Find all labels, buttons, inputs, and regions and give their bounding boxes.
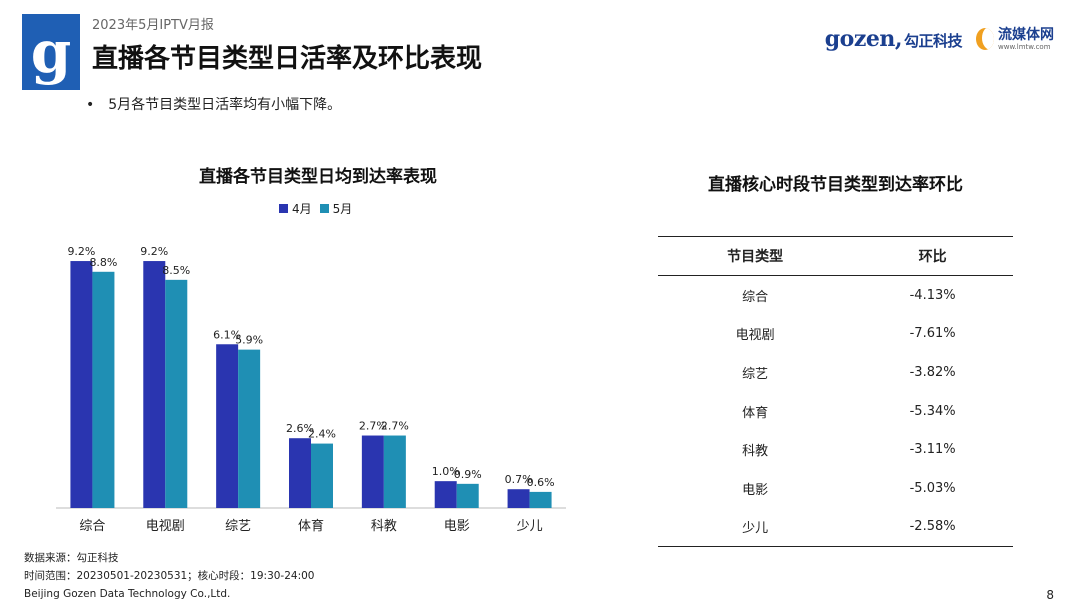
table-header-type: 节目类型 [658,236,853,276]
table-cell-change: -2.58% [852,507,1013,548]
lmtw-logo-url: www.lmtw.com [998,42,1051,51]
table-cell-type: 科教 [742,444,769,460]
data-label-may-1: 8.5% [162,264,190,277]
table-cell-type: 少儿 [658,507,853,548]
x-tick-label-5: 电影 [444,519,470,534]
bar-may-2 [238,349,261,508]
bar-april-1 [143,261,166,508]
comparison-table: 节目类型 环比 综合 -4.13% 电视剧 -7.61% 综艺 -3.82% 体育 -5… [658,236,1013,548]
bar-chart: 9.2%8.8%综合9.2%8.5%电视剧6.1%5.9%综艺2.6%2.4%体… [56,245,566,534]
bar-may-6 [529,491,552,508]
table-row: 体育 -5.34% [658,392,1013,431]
bar-may-0 [92,271,115,508]
x-tick-label-1: 电视剧 [146,519,185,534]
table-cell-change: -5.34% [909,403,956,419]
table-cell-change: -3.82% [909,364,956,380]
bar-may-4 [383,435,406,508]
summary-text: 5月各节目类型日活率均有小幅下降。 [108,97,342,113]
legend-item-april: 4月 [279,200,312,217]
data-label-april-4: 2.7% [359,420,387,433]
chart-legend: 4月 5月 [279,200,352,217]
legend-label-may: 5月 [332,202,353,216]
bar-april-3 [289,438,311,508]
table-row: 少儿 -2.58% [658,507,1013,548]
table-cell-change: -4.13% [909,287,956,303]
table-header-row: 节目类型 环比 [658,236,1013,276]
data-label-april-1: 9.2% [140,245,168,258]
table-row: 电影 -5.03% [658,469,1013,508]
data-label-may-0: 8.8% [89,256,117,269]
data-label-april-6: 0.7% [505,473,533,486]
bar-april-2 [216,344,239,508]
bar-april-6 [507,489,530,508]
lmtw-logo: 流媒体网 www.lmtw.com [976,28,1054,51]
chart-title: 直播各节目类型日均到达率表现 [199,167,437,187]
table-cell-change: -5.03% [909,480,956,496]
moon-icon [976,28,994,50]
x-tick-label-0: 综合 [79,519,105,534]
data-label-april-3: 2.6% [286,422,314,435]
data-label-april-5: 1.0% [432,465,460,478]
x-tick-label-2: 综艺 [225,519,251,534]
table-cell-type: 电影 [742,482,769,498]
page-number: 8 [1046,588,1054,602]
table-row: 电视剧 -7.61% [658,315,1013,354]
data-label-april-2: 6.1% [213,328,241,341]
table-title: 直播核心时段节目类型到达率环比 [708,175,963,195]
table-row: 综艺 -3.82% [658,353,1013,392]
legend-label-april: 4月 [292,202,312,216]
data-label-may-4: 2.7% [381,420,409,433]
data-label-may-2: 5.9% [235,334,263,347]
bar-april-5 [434,481,457,508]
table-cell-type: 综艺 [742,366,769,382]
brand-logos: gozen, 勾正科技 流媒体网 www.lmtw.com [825,26,1054,52]
legend-swatch-april [279,204,288,213]
table-cell-type: 综合 [742,289,769,305]
bar-may-1 [165,279,188,508]
table-row: 科教 -3.11% [658,430,1013,469]
footer-company: Beijing Gozen Data Technology Co.,Ltd. [24,588,231,600]
footer-period: 时间范围：20230501-20230531；核心时段：19:30-24:00 [24,570,315,582]
table-row: 综合 -4.13% [658,276,1013,315]
legend-swatch-may [319,204,329,213]
footer-notes: 数据来源：勾正科技 时间范围：20230501-20230531；核心时段：19… [24,549,314,603]
bar-april-4 [361,435,384,508]
table-header-change: 环比 [852,236,1013,276]
bar-may-5 [456,483,479,508]
footer-source: 数据来源：勾正科技 [24,552,119,564]
x-tick-label-6: 少儿 [517,519,543,534]
bullet-dot-icon: • [86,97,95,113]
gozen-logo: gozen, 勾正科技 [824,26,963,52]
gozen-logo-text: gozen, [824,26,903,52]
bar-may-3 [311,443,333,508]
table-cell-change: -7.61% [909,326,956,342]
table-cell-type: 电视剧 [735,328,775,344]
data-label-may-5: 0.9% [454,468,482,481]
lmtw-logo-cn: 流媒体网 [998,26,1054,43]
report-label: 2023年5月IPTV月报 [92,18,214,33]
bar-april-0 [70,261,93,508]
legend-item-may: 5月 [319,200,353,217]
company-logo: g [22,14,80,90]
x-tick-label-4: 科教 [371,518,397,534]
x-tick-label-3: 体育 [298,518,324,534]
table-cell-type: 体育 [742,405,769,421]
gozen-logo-cn: 勾正科技 [903,32,963,50]
data-label-april-0: 9.2% [67,245,95,258]
data-label-may-6: 0.6% [527,476,555,489]
summary-bullet: • 5月各节目类型日活率均有小幅下降。 [86,94,341,114]
page-title: 直播各节目类型日活率及环比表现 [92,44,483,74]
data-label-may-3: 2.4% [308,428,336,441]
logo-letter: g [30,18,72,86]
table-cell-change: -3.11% [909,442,956,458]
